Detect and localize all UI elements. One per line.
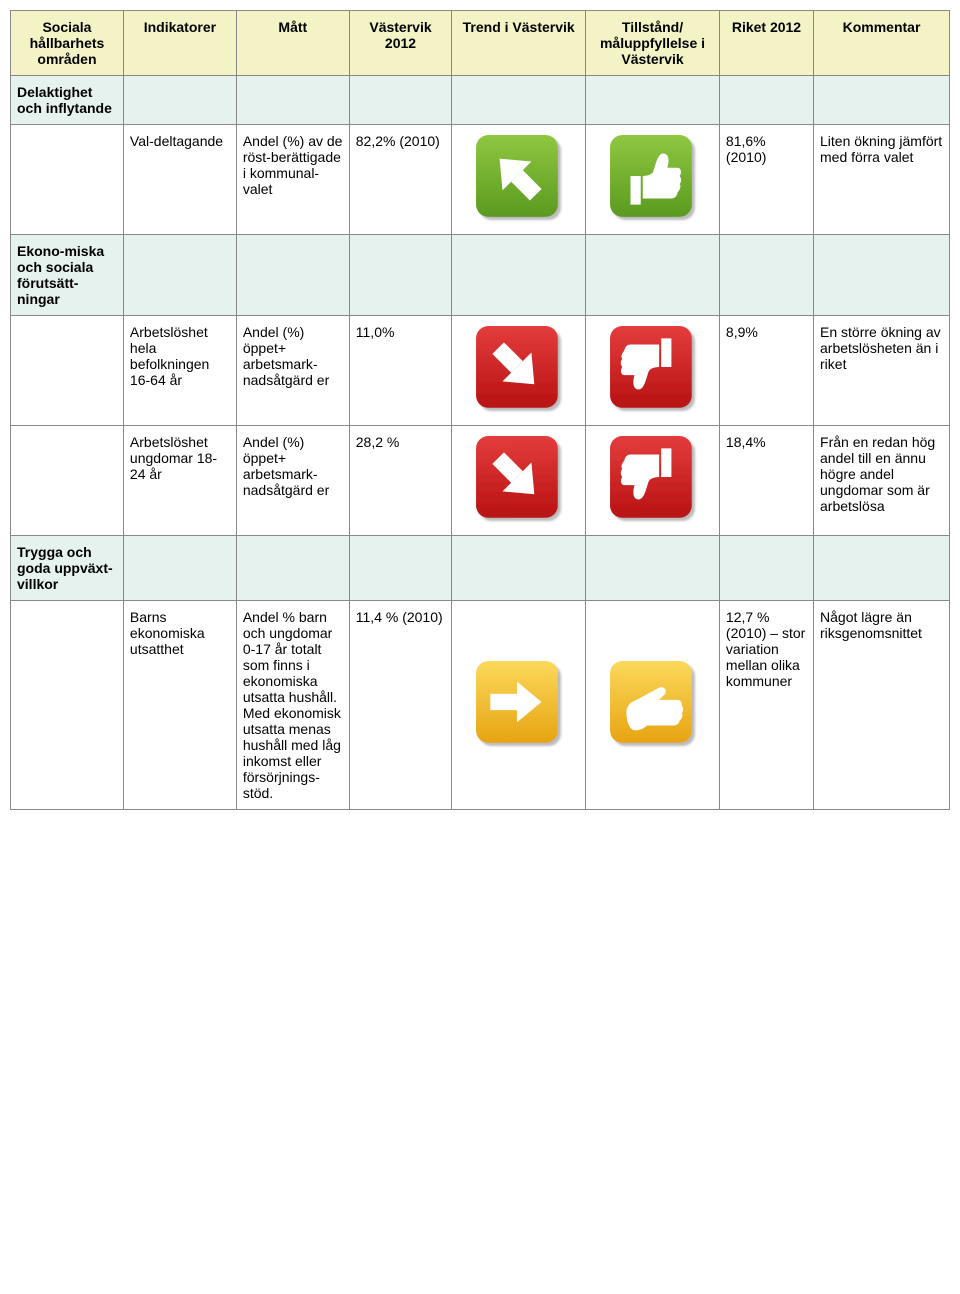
empty-cell	[11, 601, 124, 810]
empty-cell	[123, 235, 236, 316]
thumb-down-red-icon	[608, 401, 698, 417]
empty-cell	[719, 235, 813, 316]
arrow-right-yellow-icon	[474, 736, 564, 752]
status-icon-cell	[586, 426, 720, 536]
table-row: Ekono-miska och sociala förutsätt-ningar	[11, 235, 950, 316]
indicator-cell: Arbetslöshet ungdomar 18-24 år	[123, 426, 236, 536]
hand-yellow-icon	[608, 736, 698, 752]
empty-cell	[11, 316, 124, 426]
empty-cell	[586, 536, 720, 601]
table-row: Trygga och goda uppväxt-villkor	[11, 536, 950, 601]
riket-cell: 18,4%	[719, 426, 813, 536]
indicator-cell: Barns ekonomiska utsatthet	[123, 601, 236, 810]
trend-icon-cell	[452, 601, 586, 810]
empty-cell	[719, 536, 813, 601]
header-vastervik: Västervik 2012	[349, 11, 451, 76]
empty-cell	[814, 235, 950, 316]
vastervik-cell: 82,2% (2010)	[349, 125, 451, 235]
comment-cell: En större ökning av arbetslösheten än i …	[814, 316, 950, 426]
arrow-down-red-icon	[474, 511, 564, 527]
measure-cell: Andel % barn och ungdomar 0-17 år totalt…	[236, 601, 349, 810]
comment-cell: Något lägre än riksgenomsnittet	[814, 601, 950, 810]
riket-cell: 8,9%	[719, 316, 813, 426]
table-row: Delaktighet och inflytande	[11, 76, 950, 125]
status-icon-cell	[586, 601, 720, 810]
header-areas: Sociala hållbarhets områden	[11, 11, 124, 76]
empty-cell	[123, 76, 236, 125]
sustainability-table: Sociala hållbarhets områden Indikatorer …	[10, 10, 950, 810]
empty-cell	[452, 235, 586, 316]
empty-cell	[349, 536, 451, 601]
trend-icon-cell	[452, 316, 586, 426]
empty-cell	[236, 235, 349, 316]
arrow-up-green-icon	[474, 210, 564, 226]
vastervik-cell: 11,0%	[349, 316, 451, 426]
empty-cell	[123, 536, 236, 601]
empty-cell	[586, 76, 720, 125]
empty-cell	[11, 125, 124, 235]
trend-icon-cell	[452, 426, 586, 536]
riket-cell: 81,6% (2010)	[719, 125, 813, 235]
empty-cell	[349, 235, 451, 316]
header-status: Tillstånd/ måluppfyllelse i Västervik	[586, 11, 720, 76]
thumb-down-red-icon	[608, 511, 698, 527]
empty-cell	[586, 235, 720, 316]
vastervik-cell: 28,2 %	[349, 426, 451, 536]
comment-cell: Liten ökning jämfört med förra valet	[814, 125, 950, 235]
table-row: Arbetslöshet hela befolkningen 16-64 årA…	[11, 316, 950, 426]
indicator-cell: Arbetslöshet hela befolkningen 16-64 år	[123, 316, 236, 426]
table-row: Val-deltagandeAndel (%) av de röst-berät…	[11, 125, 950, 235]
empty-cell	[452, 76, 586, 125]
empty-cell	[236, 76, 349, 125]
vastervik-cell: 11,4 % (2010)	[349, 601, 451, 810]
riket-cell: 12,7 % (2010) – stor variation mellan ol…	[719, 601, 813, 810]
empty-cell	[11, 426, 124, 536]
indicator-cell: Val-deltagande	[123, 125, 236, 235]
status-icon-cell	[586, 125, 720, 235]
empty-cell	[719, 76, 813, 125]
header-trend: Trend i Västervik	[452, 11, 586, 76]
header-measure: Mått	[236, 11, 349, 76]
category-label: Delaktighet och inflytande	[11, 76, 124, 125]
status-icon-cell	[586, 316, 720, 426]
category-label: Ekono-miska och sociala förutsätt-ningar	[11, 235, 124, 316]
header-indicators: Indikatorer	[123, 11, 236, 76]
table-row: Barns ekonomiska utsatthetAndel % barn o…	[11, 601, 950, 810]
empty-cell	[452, 536, 586, 601]
arrow-down-red-icon	[474, 401, 564, 417]
measure-cell: Andel (%) öppet+ arbetsmark-nadsåtgärd e…	[236, 316, 349, 426]
empty-cell	[236, 536, 349, 601]
empty-cell	[814, 76, 950, 125]
header-row: Sociala hållbarhets områden Indikatorer …	[11, 11, 950, 76]
table-row: Arbetslöshet ungdomar 18-24 årAndel (%) …	[11, 426, 950, 536]
empty-cell	[349, 76, 451, 125]
header-riket: Riket 2012	[719, 11, 813, 76]
measure-cell: Andel (%) av de röst-berättigade i kommu…	[236, 125, 349, 235]
comment-cell: Från en redan hög andel till en ännu hög…	[814, 426, 950, 536]
thumb-up-green-icon	[608, 210, 698, 226]
empty-cell	[814, 536, 950, 601]
measure-cell: Andel (%) öppet+ arbetsmark-nadsåtgärd e…	[236, 426, 349, 536]
trend-icon-cell	[452, 125, 586, 235]
category-label: Trygga och goda uppväxt-villkor	[11, 536, 124, 601]
header-comment: Kommentar	[814, 11, 950, 76]
